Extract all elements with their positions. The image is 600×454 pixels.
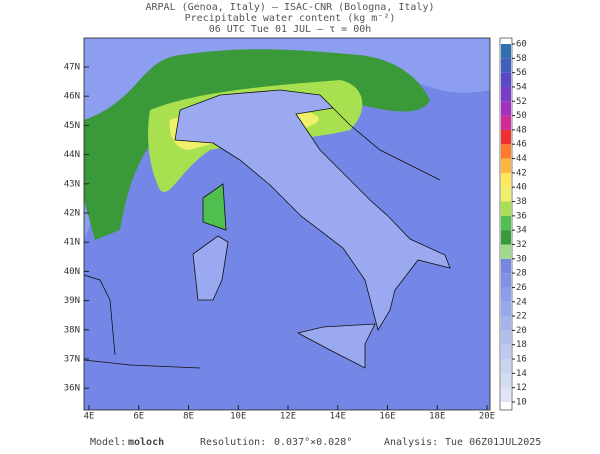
- footer-value: moloch: [128, 437, 164, 448]
- lon-label: 12E: [280, 412, 296, 422]
- colorbar-swatch: [501, 373, 511, 388]
- lat-label: 39N: [64, 296, 80, 306]
- colorbar-label: 16: [516, 355, 527, 365]
- colorbar-swatch: [501, 101, 511, 116]
- lat-label: 41N: [64, 238, 80, 248]
- colorbar-label: 58: [516, 54, 527, 64]
- colorbar-swatch: [501, 344, 511, 360]
- colorbar-label: 40: [516, 183, 527, 193]
- lon-label: 14E: [330, 412, 346, 422]
- colorbar-label: 12: [516, 383, 527, 393]
- colorbar-label: 34: [516, 226, 527, 236]
- colorbar-swatch: [501, 144, 511, 159]
- colorbar-swatch: [501, 273, 511, 288]
- colorbar-swatch: [501, 215, 511, 231]
- coastline: [83, 107, 441, 369]
- footer-label: Model:: [90, 437, 126, 448]
- lat-label: 44N: [64, 150, 80, 160]
- colorbar-label: 44: [516, 154, 527, 164]
- lon-label: 18E: [429, 412, 445, 422]
- lat-label: 45N: [64, 121, 80, 131]
- header-line: Precipitable water content (kg m⁻²): [185, 13, 396, 24]
- colorbar-label: 48: [516, 125, 527, 135]
- lat-label: 40N: [64, 267, 80, 277]
- lat-label: 46N: [64, 92, 80, 102]
- footer-label: Analysis:: [384, 437, 438, 448]
- italy: [174, 89, 451, 332]
- colorbar-swatch: [501, 58, 511, 73]
- header-line: ARPAL (Genoa, Italy) — ISAC-CNR (Bologna…: [146, 2, 435, 13]
- colorbar-label: 52: [516, 97, 527, 107]
- colorbar-label: 20: [516, 326, 527, 336]
- colorbar-swatch: [501, 129, 511, 145]
- colorbar-swatch: [501, 172, 511, 188]
- lon-label: 10E: [230, 412, 246, 422]
- lon-label: 16E: [379, 412, 395, 422]
- colorbar-label: 50: [516, 111, 527, 121]
- colorbar-label: 18: [516, 340, 527, 350]
- lon-label: 4E: [84, 412, 95, 422]
- colorbar-swatch: [501, 330, 511, 345]
- lat-label: 42N: [64, 209, 80, 219]
- colorbar-swatch: [501, 44, 511, 59]
- lon-label: 8E: [183, 412, 194, 422]
- colorbar-label: 10: [516, 398, 527, 408]
- map: [83, 37, 491, 411]
- colorbar-swatch: [501, 158, 511, 173]
- sicily: [296, 323, 376, 369]
- colorbar-label: 26: [516, 283, 527, 293]
- land-field: [84, 38, 490, 240]
- sardinia: [192, 235, 229, 301]
- colorbar-swatch: [501, 187, 511, 202]
- colorbar-label: 42: [516, 168, 527, 178]
- colorbar-label: 32: [516, 240, 527, 250]
- colorbar-swatch: [501, 72, 511, 87]
- lon-label: 20E: [479, 412, 495, 422]
- colorbar-label: 38: [516, 197, 527, 207]
- colorbar-swatch: [501, 86, 511, 102]
- footer-label: Resolution:: [200, 437, 266, 448]
- colorbar-label: 14: [516, 369, 527, 379]
- colorbar-label: 54: [516, 82, 527, 92]
- colorbar-swatch: [501, 201, 511, 216]
- colorbar-swatch: [501, 287, 511, 302]
- colorbar-swatch: [501, 301, 511, 317]
- colorbar-label: 28: [516, 269, 527, 279]
- footer-value: Tue 06Z01JUL2025: [445, 437, 541, 448]
- colorbar-swatch: [501, 258, 511, 274]
- lat-label: 43N: [64, 179, 80, 189]
- colorbar-swatch: [501, 359, 511, 374]
- colorbar-label: 46: [516, 140, 527, 150]
- colorbar-swatch: [501, 316, 511, 331]
- lat-label: 38N: [64, 325, 80, 335]
- lat-label: 37N: [64, 355, 80, 365]
- colorbar-label: 56: [516, 68, 527, 78]
- lon-label: 6E: [133, 412, 144, 422]
- colorbar-swatch: [501, 230, 511, 245]
- colorbar-label: 60: [516, 40, 527, 50]
- colorbar-label: 36: [516, 211, 527, 221]
- colorbar-label: 30: [516, 254, 527, 264]
- corsica: [202, 183, 227, 231]
- header-line: 06 UTC Tue 01 JUL — τ = 00h: [209, 24, 372, 35]
- colorbar-swatch: [501, 115, 511, 130]
- lat-label: 36N: [64, 384, 80, 394]
- footer-value: 0.037°×0.028°: [274, 437, 352, 448]
- map-frame: [83, 37, 491, 411]
- colorbar-label: 24: [516, 297, 527, 307]
- lat-label: 47N: [64, 63, 80, 73]
- colorbar-swatch: [501, 387, 511, 402]
- colorbar-swatch: [501, 244, 511, 259]
- colorbar-label: 22: [516, 312, 527, 322]
